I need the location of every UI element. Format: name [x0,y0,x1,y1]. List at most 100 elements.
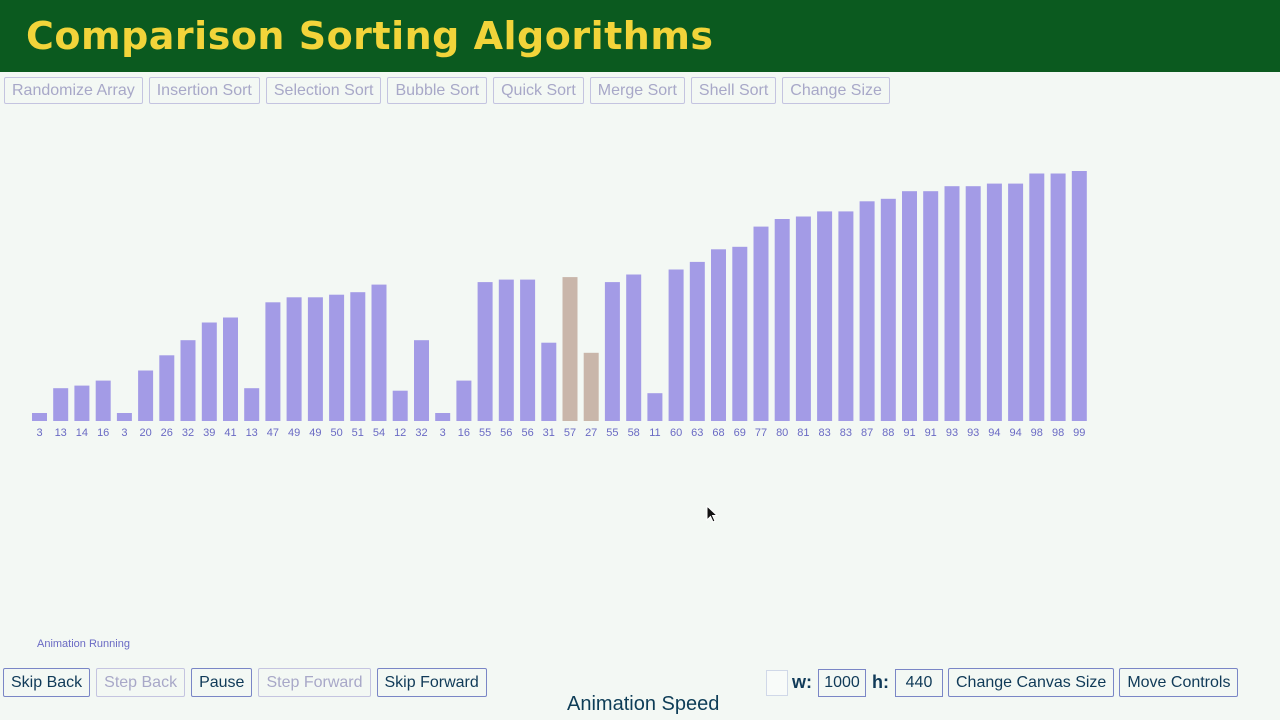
canvas-controls: w: 1000 h: 440 Change Canvas Size Move C… [766,668,1239,697]
array-bar-label: 98 [1052,427,1064,439]
array-bar-label: 77 [755,427,767,439]
width-input[interactable]: 1000 [818,668,866,697]
bubble-sort-button[interactable]: Bubble Sort [387,77,488,104]
array-bar-label: 93 [967,427,979,439]
skip-back-button[interactable]: Skip Back [3,668,91,697]
array-bar-label: 41 [224,427,236,439]
step-back-button[interactable]: Step Back [96,668,186,697]
array-bar [668,269,684,421]
skip-forward-button[interactable]: Skip Forward [376,668,487,697]
array-bar [859,201,875,421]
shell-sort-button[interactable]: Shell Sort [690,77,777,104]
array-bar [265,302,281,421]
randomize-array-button[interactable]: Randomize Array [4,77,143,104]
page-title: Comparison Sorting Algorithms [26,14,714,58]
array-bar [53,388,69,421]
array-bar [244,388,260,421]
merge-sort-button[interactable]: Merge Sort [589,77,685,104]
step-forward-button[interactable]: Step Forward [258,668,371,697]
array-bar-label: 91 [903,427,915,439]
array-bar [1029,173,1045,421]
array-bar [477,282,493,421]
array-bar-label: 3 [121,427,127,439]
array-bar [180,340,196,421]
array-bar [392,390,408,421]
array-bar [32,413,47,421]
array-bar-label: 99 [1073,427,1085,439]
array-bar [74,385,90,421]
array-bar [604,282,620,421]
speed-slider[interactable] [766,669,788,696]
array-bar [435,413,451,421]
playback-controls: Skip Back Step Back Pause Step Forward S… [3,668,487,697]
array-bar [138,370,154,421]
array-bar [456,380,472,421]
array-bar [753,226,769,421]
array-bar-label: 87 [861,427,873,439]
array-bar [286,297,302,421]
array-bar [371,284,387,421]
array-bar-label: 55 [479,427,491,439]
array-bar-label: 94 [1009,427,1021,439]
array-bar-label: 93 [946,427,958,439]
array-bar-label: 32 [415,427,427,439]
array-bar-label: 16 [97,427,109,439]
array-bar [1071,171,1087,421]
quick-sort-button[interactable]: Quick Sort [493,77,584,104]
pause-button[interactable]: Pause [191,668,253,697]
array-bar-label: 50 [330,427,342,439]
mouse-cursor-icon [706,505,719,523]
array-bar-label: 63 [691,427,703,439]
array-bar [562,277,578,421]
array-bar-label: 56 [500,427,512,439]
insertion-sort-button[interactable]: Insertion Sort [148,77,260,104]
array-bar [626,274,642,421]
array-bar-label: 14 [76,427,88,439]
array-bar [329,294,345,421]
array-bar-label: 94 [988,427,1000,439]
height-input[interactable]: 440 [895,668,943,697]
move-controls-button[interactable]: Move Controls [1119,668,1239,697]
array-bar-label: 3 [440,427,446,439]
array-bar [986,183,1002,421]
array-bar-label: 60 [670,427,682,439]
status-text: Animation Running [37,638,130,650]
array-bar [880,198,896,421]
array-bar-label: 13 [55,427,67,439]
array-bar-label: 57 [564,427,576,439]
array-bar [520,279,536,421]
array-bar [414,340,429,421]
array-bar [711,249,726,421]
array-bar-label: 91 [925,427,937,439]
array-bar-label: 31 [543,427,555,439]
array-bar-label: 11 [649,427,660,439]
array-bar [817,211,833,421]
array-bar [689,261,705,421]
change-canvas-size-button[interactable]: Change Canvas Size [948,668,1115,697]
selection-sort-button[interactable]: Selection Sort [265,77,382,104]
array-bar [116,413,132,421]
array-bar [795,216,811,421]
array-bar-label: 55 [606,427,618,439]
animation-speed-label: Animation Speed [567,693,720,715]
header-bar: Comparison Sorting Algorithms [0,0,1280,72]
array-bar-label: 3 [36,427,42,439]
array-bar [732,246,748,421]
array-bar [774,219,790,421]
array-bar-label: 81 [797,427,809,439]
array-bar-label: 49 [309,427,321,439]
array-bar-label: 51 [352,427,364,439]
array-bar [902,191,917,421]
array-bar [223,317,238,421]
array-bar-label: 12 [394,427,406,439]
array-bar-label: 58 [628,427,640,439]
array-bar [923,191,939,421]
array-bar [307,297,323,421]
array-bar [944,186,960,421]
array-bar [95,380,111,421]
change-size-button[interactable]: Change Size [782,77,890,104]
array-bar [541,342,557,421]
array-bar [965,186,981,421]
array-bar-label: 20 [139,427,151,439]
array-bar [498,279,514,421]
